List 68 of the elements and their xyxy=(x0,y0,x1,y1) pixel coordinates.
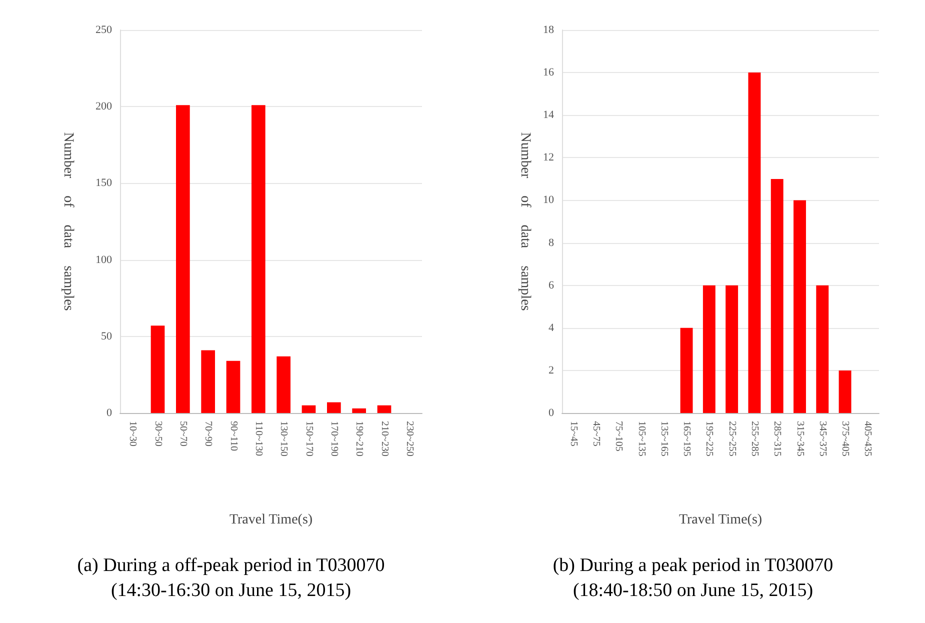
x-tick-label: 165~195 xyxy=(681,421,692,456)
x-tick-label: 195~225 xyxy=(704,421,715,456)
bar xyxy=(702,285,716,413)
x-tick-label: 70~90 xyxy=(202,421,214,446)
x-tick-label: 50~70 xyxy=(177,421,188,446)
bar xyxy=(838,370,852,413)
x-tick-label: 110~130 xyxy=(252,421,264,456)
text: (14:30-16:30 on June 15, 2015) xyxy=(110,580,352,601)
bar xyxy=(251,105,266,413)
x-tick-label: 45~75 xyxy=(590,421,602,446)
bar xyxy=(176,105,190,413)
y-axis-title: Number of data samples xyxy=(60,132,76,311)
bar xyxy=(352,408,366,413)
bar xyxy=(748,72,761,413)
x-tick-label: 210~230 xyxy=(378,421,390,456)
y-tick-label: 0 xyxy=(548,407,554,419)
y-tick-label: 6 xyxy=(548,279,554,292)
x-axis-title: Travel Time(s) xyxy=(678,512,762,528)
y-tick-label: 250 xyxy=(96,24,112,36)
x-tick-label: 405~435 xyxy=(862,421,874,456)
y-tick-label: 0 xyxy=(106,407,112,419)
bar xyxy=(680,328,693,413)
text: (b) During a peak period in T030070 xyxy=(552,555,834,576)
bar xyxy=(302,405,316,413)
y-tick-label: 8 xyxy=(548,236,554,249)
x-tick-label: 75~105 xyxy=(613,421,624,452)
x-tick-label: 105~135 xyxy=(636,421,647,456)
x-tick-label: 225~255 xyxy=(726,421,738,456)
x-tick-label: 315~345 xyxy=(794,421,806,456)
x-tick-label: 375~405 xyxy=(840,421,851,456)
x-tick-label: 90~110 xyxy=(228,421,239,452)
x-tick-label: 190~210 xyxy=(354,421,365,456)
y-axis-title: Number of data samples xyxy=(518,132,533,311)
y-tick-label: 200 xyxy=(96,100,112,113)
bar xyxy=(226,360,240,413)
x-axis-title: Travel Time(s) xyxy=(229,512,313,528)
x-tick-label: 130~150 xyxy=(278,421,290,456)
y-tick-label: 50 xyxy=(101,330,112,342)
y-tick-label: 16 xyxy=(543,66,554,79)
bar xyxy=(726,285,738,413)
y-tick-label: 100 xyxy=(96,254,112,266)
bar xyxy=(201,350,216,413)
x-tick-label: 10~30 xyxy=(127,421,138,446)
bar xyxy=(377,405,392,413)
x-tick-label: 15~45 xyxy=(568,421,579,446)
bar xyxy=(326,402,341,413)
y-tick-label: 12 xyxy=(543,152,554,164)
text: (18:40-18:50 on June 15, 2015) xyxy=(572,580,814,601)
y-tick-label: 18 xyxy=(543,24,554,36)
y-tick-label: 2 xyxy=(548,364,554,376)
bar xyxy=(816,285,829,413)
y-tick-label: 4 xyxy=(548,322,554,334)
y-tick-label: 10 xyxy=(543,194,554,206)
x-tick-label: 30~50 xyxy=(152,421,164,446)
x-tick-label: 170~190 xyxy=(328,421,340,456)
x-tick-label: 285~315 xyxy=(772,421,783,456)
bar xyxy=(150,326,165,413)
bar xyxy=(770,178,784,413)
bar xyxy=(794,200,806,413)
x-tick-label: 135~165 xyxy=(658,421,670,456)
y-tick-label: 150 xyxy=(96,177,112,190)
x-tick-label: 150~170 xyxy=(303,421,314,456)
bar xyxy=(276,356,291,413)
text: (a) During a off-peak period in T030070 xyxy=(77,555,385,576)
x-tick-label: 345~375 xyxy=(816,421,828,456)
x-tick-label: 230~250 xyxy=(404,421,415,456)
x-tick-label: 255~285 xyxy=(748,421,760,456)
y-tick-label: 14 xyxy=(543,109,554,122)
